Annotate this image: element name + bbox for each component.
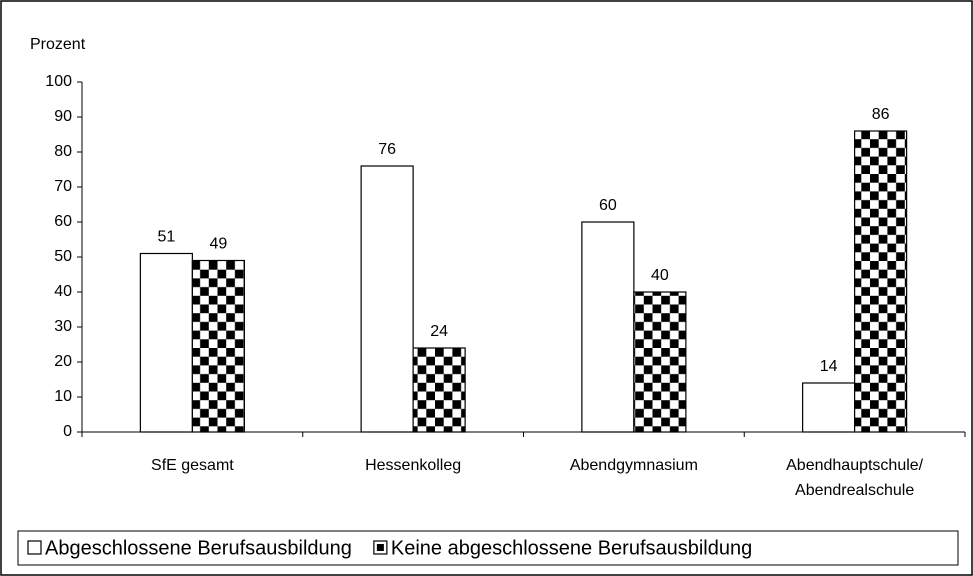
value-label: 14 [820, 358, 838, 375]
y-axis-label: Prozent [30, 36, 86, 53]
value-label: 51 [157, 229, 175, 246]
y-tick-label: 0 [63, 423, 72, 440]
y-tick-label: 90 [54, 108, 72, 125]
bar [633, 291, 687, 433]
y-tick-label: 80 [54, 143, 72, 160]
bar [412, 347, 466, 433]
value-label: 76 [378, 141, 396, 158]
y-tick-label: 50 [54, 248, 72, 265]
y-tick-label: 100 [45, 73, 72, 90]
legend-box [17, 530, 959, 566]
legend-label: Abgeschlossene Berufsausbildung [45, 537, 352, 559]
value-label: 49 [209, 236, 227, 253]
y-tick-label: 20 [54, 353, 72, 370]
bar [139, 252, 193, 433]
x-tick-line: SfE gesamt [151, 457, 234, 474]
bar [802, 382, 856, 433]
value-label: 24 [430, 323, 448, 340]
x-tick-line: Abendhauptschule/ [786, 457, 924, 474]
value-label: 60 [599, 197, 617, 214]
y-tick-label: 60 [54, 213, 72, 230]
y-tick-label: 70 [54, 178, 72, 195]
legend-swatch-fill [376, 544, 384, 551]
bar [581, 221, 635, 433]
x-tick-line: Hessenkolleg [365, 457, 461, 474]
y-tick-label: 30 [54, 318, 72, 335]
legend-label: Keine abgeschlossene Berufsausbildung [391, 537, 752, 559]
x-tick-line: Abendgymnasium [570, 457, 698, 474]
y-tick-label: 10 [54, 388, 72, 405]
value-label: 86 [872, 106, 890, 123]
value-label: 40 [651, 267, 669, 284]
x-tick-label: SfE gesamt [151, 457, 234, 474]
x-tick-label: Abendhauptschule/Abendrealschule [786, 457, 924, 499]
legend-swatch [27, 540, 42, 555]
y-tick-label: 40 [54, 283, 72, 300]
x-tick-line: Abendrealschule [795, 482, 914, 499]
bar [854, 130, 908, 433]
bar [191, 259, 245, 433]
x-tick-label: Hessenkolleg [365, 457, 461, 474]
bar [360, 165, 414, 433]
x-tick-label: Abendgymnasium [570, 457, 698, 474]
